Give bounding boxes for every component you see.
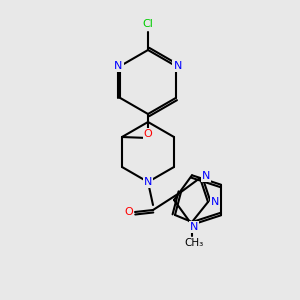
Text: N: N [190, 222, 198, 232]
Text: Cl: Cl [142, 19, 153, 29]
Text: O: O [144, 129, 152, 139]
Text: N: N [173, 61, 182, 71]
Text: O: O [124, 207, 134, 217]
Text: N: N [114, 61, 122, 71]
Text: N: N [211, 197, 219, 207]
Text: N: N [144, 177, 152, 187]
Text: CH₃: CH₃ [184, 238, 204, 248]
Text: N: N [202, 171, 210, 181]
